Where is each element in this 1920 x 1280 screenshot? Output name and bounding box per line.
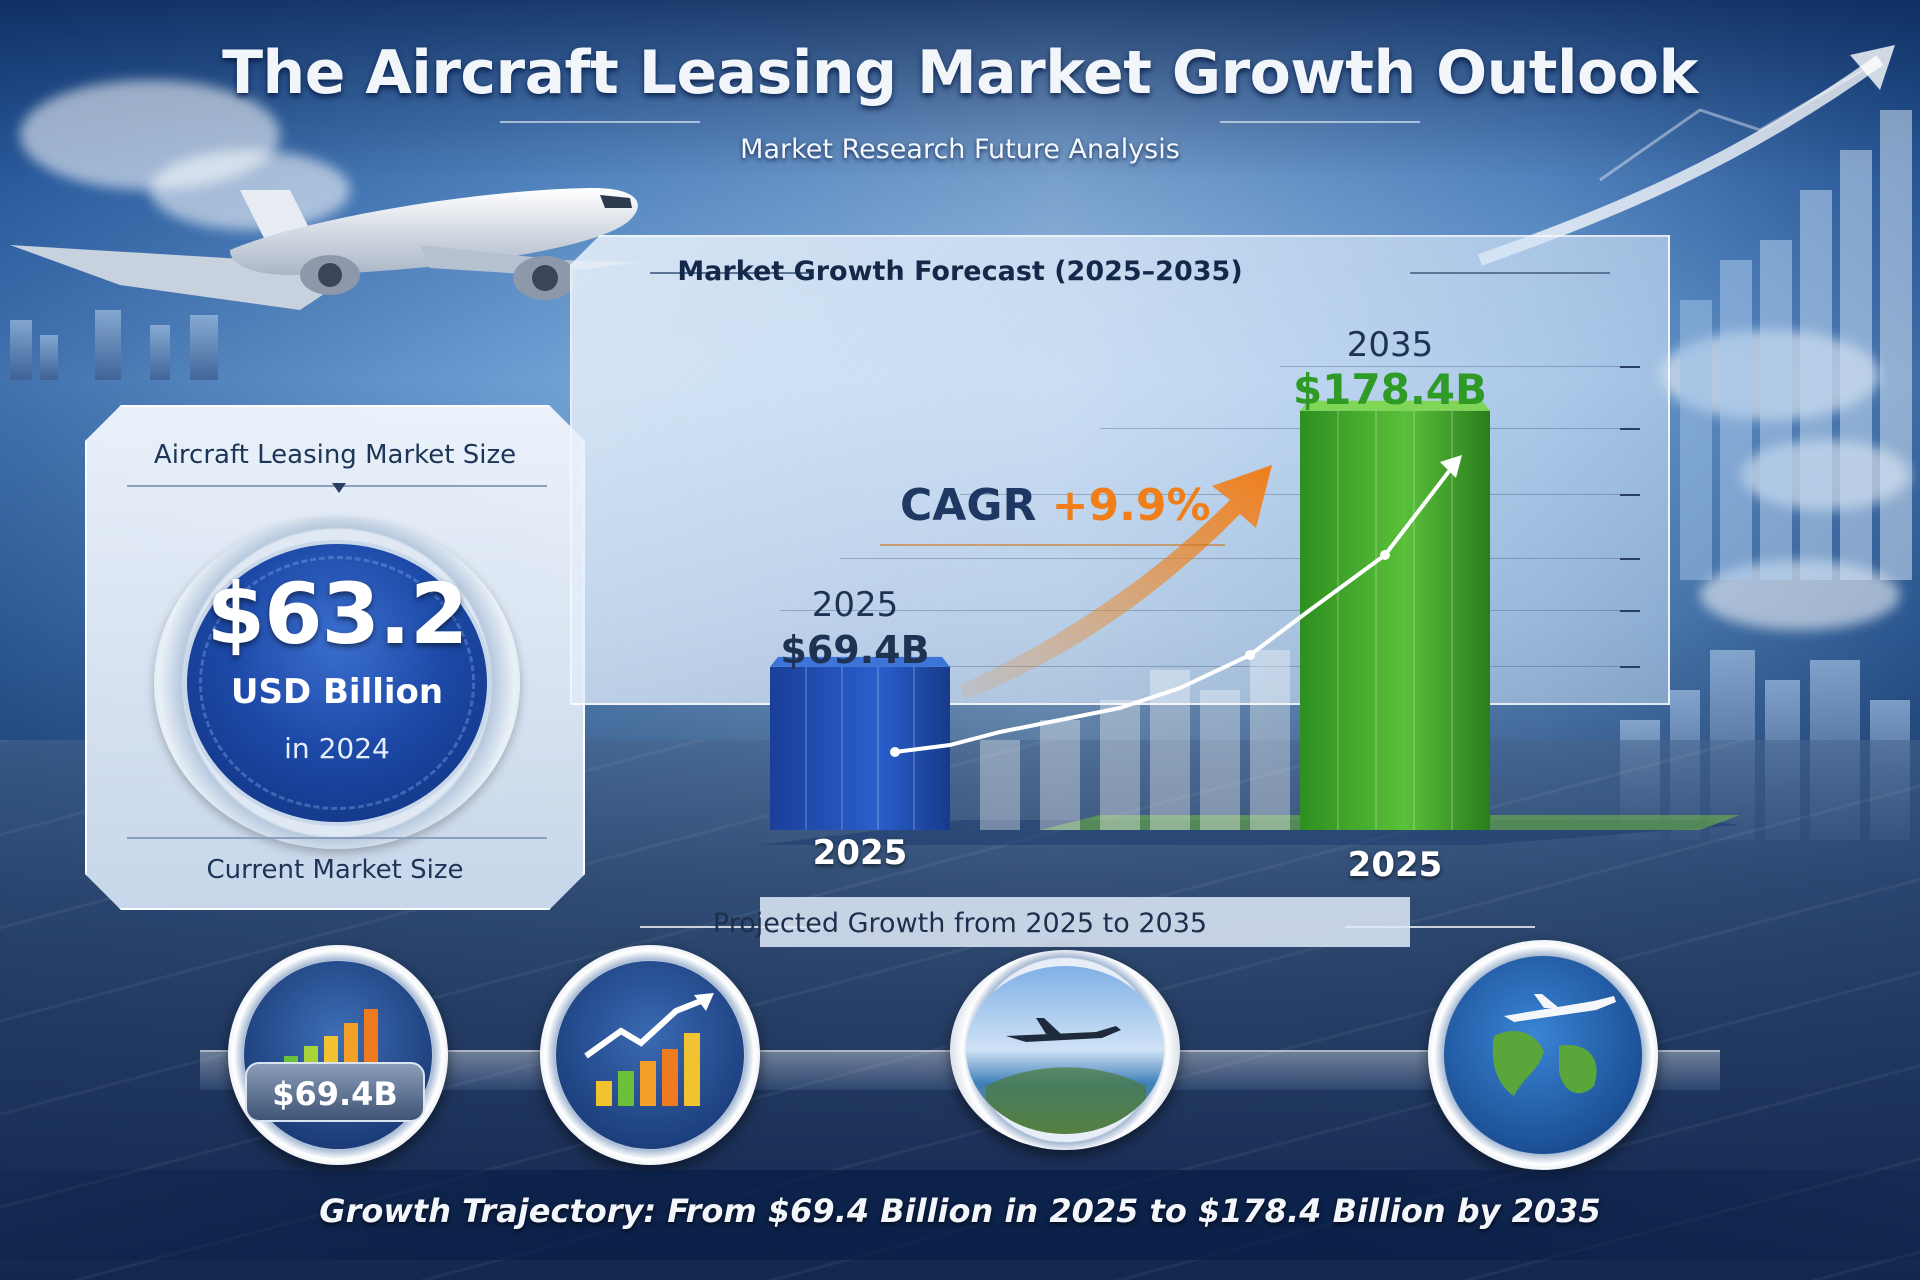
forecast-title-rule-left	[650, 272, 810, 274]
airplane-over-earth-icon	[986, 1018, 1146, 1134]
icon-value-label: $69.4B	[245, 1062, 425, 1122]
icon-inner	[966, 966, 1164, 1134]
cagr-underline	[880, 544, 1225, 546]
title-rule-left	[500, 121, 700, 123]
bar-2025	[770, 656, 950, 830]
title-rule-right	[1220, 121, 1420, 123]
bar-2035	[1300, 400, 1490, 830]
growth-chart-icon	[584, 993, 714, 1106]
gridline	[840, 558, 1640, 559]
trend-arrow-icon	[1440, 455, 1462, 478]
market-size-card: Aircraft Leasing Market Size $63.2 USD B…	[85, 405, 585, 910]
icon-inner	[1444, 956, 1642, 1154]
cagr-prefix: CAGR	[900, 480, 1037, 531]
cagr-label: CAGR +9.9%	[900, 480, 1211, 531]
projected-band	[760, 897, 1410, 947]
trend-line	[894, 468, 1452, 754]
market-size-footer: Current Market Size	[206, 855, 464, 885]
market-size-unit: USD Billion	[230, 672, 444, 712]
axis-tick	[1620, 666, 1640, 668]
gridline	[780, 666, 1640, 667]
card-divider	[127, 837, 547, 839]
forecast-title-rule-right	[1410, 272, 1610, 274]
pointer-arrow-icon	[332, 483, 346, 493]
left-skyline	[0, 300, 240, 380]
projected-rule-right	[1345, 926, 1535, 928]
icon-badge-2	[540, 945, 760, 1165]
market-size-heading: Aircraft Leasing Market Size	[153, 440, 517, 470]
cagr-arrow-icon	[960, 465, 1272, 700]
gridline	[1280, 366, 1640, 367]
page-title: The Aircraft Leasing Market Growth Outlo…	[222, 38, 1698, 108]
icon-badge-1	[228, 945, 448, 1165]
bar-top	[1300, 400, 1490, 411]
projected-rule-left	[640, 926, 820, 928]
projected-caption: Projected Growth from 2025 to 2035	[712, 908, 1208, 939]
icon-badge-4	[1428, 940, 1658, 1170]
forecast-title: Market Growth Forecast (2025–2035)	[677, 256, 1243, 287]
market-size-badge	[183, 540, 491, 826]
axis-tick	[1620, 428, 1640, 430]
axis-tick	[1620, 610, 1640, 612]
page-subtitle: Market Research Future Analysis	[740, 134, 1180, 165]
market-size-value: $63.2	[206, 565, 468, 663]
axis-tick	[1620, 366, 1640, 368]
faded-bars	[980, 650, 1290, 830]
cagr-value: +9.9%	[1051, 480, 1211, 531]
airplane-icon	[10, 187, 640, 310]
trend-point	[890, 747, 900, 757]
axis-tick	[1620, 558, 1640, 560]
footer-band	[0, 1170, 1920, 1260]
end-bar-value-label: $178.4B	[1292, 365, 1488, 414]
start-bar-value-label: $69.4B	[780, 628, 930, 672]
market-size-year: in 2024	[284, 732, 390, 765]
bar-body	[1300, 410, 1490, 830]
end-bar-base-label: 2025	[1347, 845, 1443, 885]
start-bar-base-label: 2025	[812, 833, 908, 873]
icon-badge-3	[950, 950, 1180, 1150]
trend-point	[1245, 650, 1255, 660]
globe-airplane-icon	[1492, 994, 1616, 1096]
icon-inner	[556, 961, 744, 1149]
bar-top	[770, 656, 950, 667]
footer-text: Growth Trajectory: From $69.4 Billion in…	[319, 1192, 1601, 1230]
gridline	[780, 610, 1640, 611]
trend-point	[1380, 550, 1390, 560]
end-bar-year-label: 2035	[1346, 325, 1434, 365]
start-bar-year-label: 2025	[811, 585, 899, 625]
axis-tick	[1620, 494, 1640, 496]
